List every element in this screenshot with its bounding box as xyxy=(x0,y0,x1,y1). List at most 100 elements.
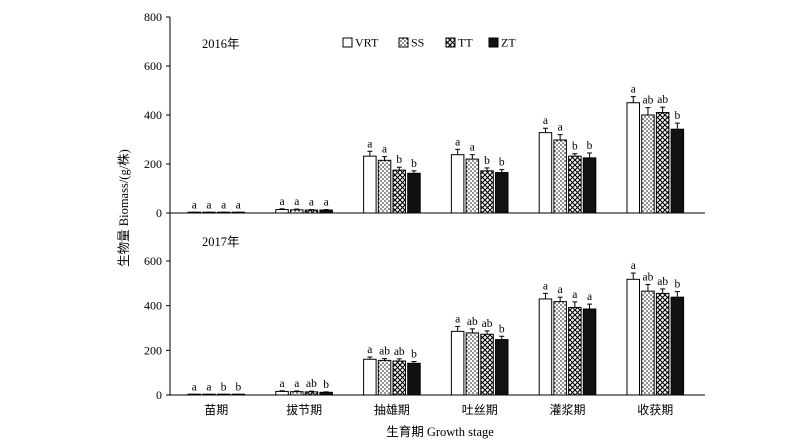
significance-letter: a xyxy=(192,199,197,211)
legend-label-zt: ZT xyxy=(501,36,516,50)
significance-letter: a xyxy=(309,197,314,209)
significance-letter: a xyxy=(543,115,548,127)
significance-letter: ab xyxy=(306,378,317,390)
y-tick-label: 0 xyxy=(156,388,162,402)
y-tick-label: 200 xyxy=(144,157,162,171)
bar-zt xyxy=(319,209,333,214)
significance-letter: b xyxy=(499,323,505,335)
bar-zt xyxy=(495,339,509,396)
significance-letter: ab xyxy=(467,316,478,328)
legend-swatch-zt xyxy=(488,37,499,48)
bar-ss xyxy=(465,332,480,396)
significance-letter: a xyxy=(543,280,548,292)
significance-letter: a xyxy=(572,289,577,301)
bar-zt xyxy=(582,308,597,396)
bar-vrt xyxy=(363,155,377,214)
bar-ss xyxy=(553,301,567,396)
bar-zt xyxy=(319,391,333,396)
y-tick-label: 400 xyxy=(144,108,162,122)
significance-letter: b xyxy=(235,381,241,393)
significance-letter: a xyxy=(455,313,460,325)
x-category-label: 苗期 xyxy=(204,403,228,417)
significance-letter: b xyxy=(396,154,402,166)
legend-swatch-tt xyxy=(445,37,456,48)
x-category-label: 收获期 xyxy=(637,403,673,417)
significance-letter: b xyxy=(323,379,329,391)
bar-zt xyxy=(670,296,685,396)
significance-letter: b xyxy=(499,157,505,169)
significance-letter: a xyxy=(206,381,211,393)
bar-zt xyxy=(670,128,685,214)
bar-tt xyxy=(392,360,406,396)
legend-label-ss: SS xyxy=(411,36,424,50)
bar-zt xyxy=(495,172,509,214)
significance-letter: b xyxy=(411,349,417,361)
bar-tt xyxy=(304,209,319,214)
bar-zt xyxy=(407,362,421,396)
significance-letter: b xyxy=(674,110,680,122)
x-category-label: 抽雄期 xyxy=(374,402,410,417)
significance-letter: b xyxy=(674,279,680,291)
bar-vrt xyxy=(626,102,640,214)
bar-tt xyxy=(655,112,670,214)
y-tick-label: 0 xyxy=(156,206,162,220)
bar-vrt xyxy=(450,330,465,396)
y-axis-title: 生物量 Biomass/(g/株) xyxy=(116,149,131,267)
significance-letter: b xyxy=(587,140,593,152)
bar-zt xyxy=(582,157,597,214)
bar-ss xyxy=(290,391,304,396)
significance-letter: a xyxy=(192,381,197,393)
bar-tt xyxy=(480,170,494,214)
significance-letter: ab xyxy=(643,95,654,107)
y-tick-label: 200 xyxy=(144,343,162,357)
bar-vrt xyxy=(275,209,289,214)
significance-letter: a xyxy=(382,144,387,156)
significance-letter: a xyxy=(367,344,372,356)
legend-swatch-vrt xyxy=(342,37,353,48)
significance-letter: a xyxy=(206,199,211,211)
significance-letter: a xyxy=(367,138,372,150)
legend-swatch-ss xyxy=(398,37,409,48)
significance-letter: a xyxy=(631,260,636,272)
significance-letter: a xyxy=(470,142,475,154)
bar-ss xyxy=(641,290,655,396)
bar-ss xyxy=(377,159,392,214)
significance-letter: a xyxy=(558,284,563,296)
significance-letter: ab xyxy=(657,276,668,288)
significance-letter: b xyxy=(411,158,417,170)
bar-tt xyxy=(655,292,670,396)
legend-label-vrt: VRT xyxy=(355,36,379,50)
bar-ss xyxy=(465,158,480,214)
x-axis-title: 生育期 Growth stage xyxy=(386,424,494,439)
bar-ss xyxy=(377,359,392,396)
significance-letter: a xyxy=(631,84,636,96)
bar-vrt xyxy=(275,390,289,396)
x-category-label: 吐丝期 xyxy=(462,403,498,417)
y-tick-label: 400 xyxy=(144,299,162,313)
x-category-label: 拔节期 xyxy=(286,402,322,417)
significance-letter: ab xyxy=(379,346,390,358)
bar-vrt xyxy=(626,278,640,396)
significance-letter: a xyxy=(279,378,284,390)
legend-label-tt: TT xyxy=(458,36,473,50)
y-tick-label: 600 xyxy=(144,59,162,73)
bar-zt xyxy=(407,172,421,214)
significance-letter: a xyxy=(294,378,299,390)
bar-vrt xyxy=(450,154,465,214)
bar-vrt xyxy=(363,358,377,396)
significance-letter: a xyxy=(236,199,241,211)
significance-letter: a xyxy=(221,199,226,211)
significance-letter: a xyxy=(279,196,284,208)
bar-tt xyxy=(392,169,406,214)
bar-tt xyxy=(568,306,582,396)
significance-letter: b xyxy=(572,141,578,153)
bar-ss xyxy=(290,209,304,214)
bar-tt xyxy=(568,155,582,214)
x-category-label: 灌浆期 xyxy=(549,402,585,417)
bar-vrt xyxy=(538,132,553,214)
y-tick-label: 800 xyxy=(144,10,162,24)
year-label: 2016年 xyxy=(202,37,240,51)
significance-letter: b xyxy=(484,155,490,167)
